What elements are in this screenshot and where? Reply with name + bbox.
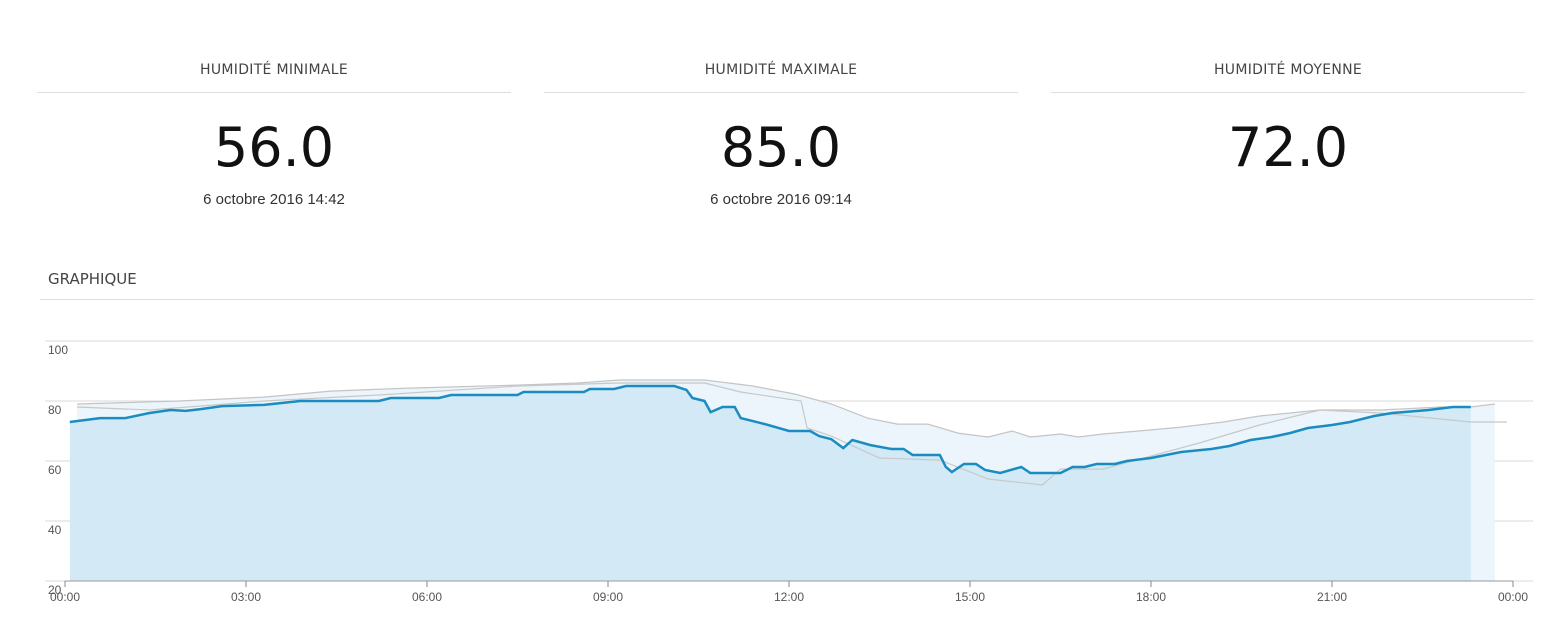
x-tick-label: 09:00 [593,590,623,604]
x-tick-label: 06:00 [412,590,442,604]
y-tick-label: 60 [48,463,62,477]
stat-title: HUMIDITÉ MINIMALE [200,62,348,78]
x-tick-label: 00:00 [50,590,80,604]
divider [1051,92,1525,93]
line [77,382,1507,486]
stat-title: HUMIDITÉ MAXIMALE [704,62,858,78]
x-tick-label: 12:00 [774,590,804,604]
y-tick-label: 20 [48,583,62,597]
x-tick-label: 15:00 [955,590,985,604]
y-tick-label: 100 [48,343,68,357]
y-tick-label: 80 [48,403,62,417]
x-tick-label: 03:00 [231,590,261,604]
divider [544,92,1018,93]
stat-date: 6 octobre 2016 14:42 [203,191,345,208]
stat-value: 72.0 [1227,116,1349,179]
x-tick-label: 18:00 [1136,590,1166,604]
chart-title: GRAPHIQUE [48,270,137,288]
divider [37,92,511,93]
stat-value: 85.0 [720,116,842,179]
y-tick-label: 40 [48,523,62,537]
divider [40,299,1534,300]
area [69,386,1471,581]
stat-title: HUMIDITÉ MOYENNE [1213,62,1363,78]
stat-date: 6 octobre 2016 09:14 [710,191,852,208]
line [69,384,1471,475]
x-tick-label: 00:00 [1498,590,1528,604]
line [77,379,1495,438]
stat-value: 56.0 [213,116,335,179]
x-tick-label: 21:00 [1317,590,1347,604]
